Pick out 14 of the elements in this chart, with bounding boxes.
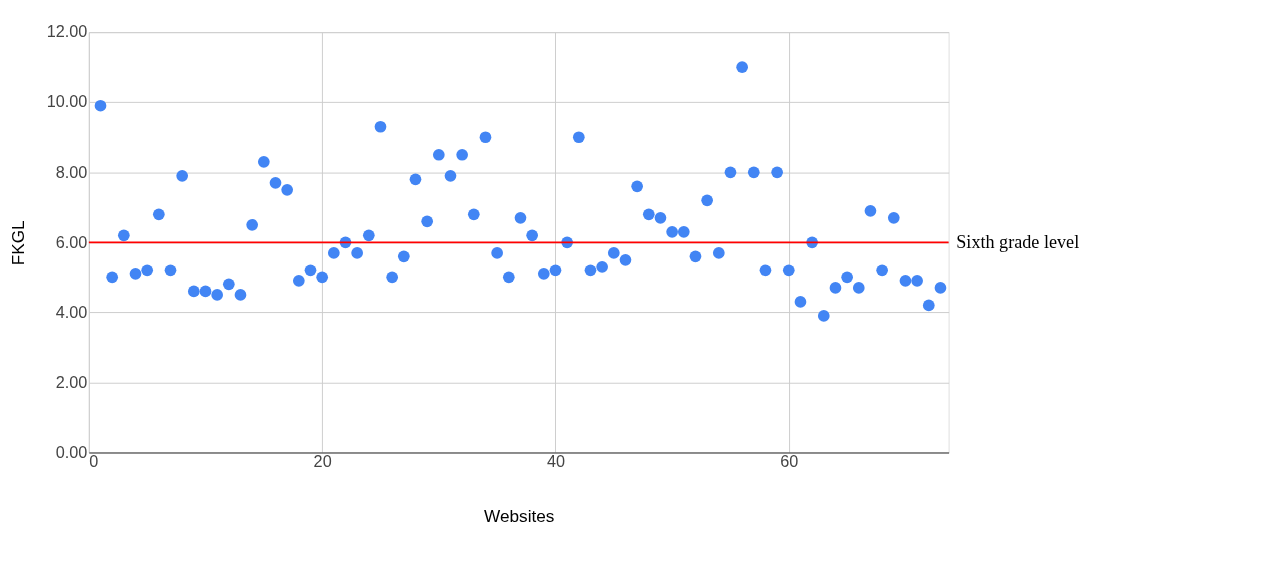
- x-tick-label: 0: [89, 452, 99, 471]
- ref-line-label: Sixth grade level: [956, 232, 1080, 253]
- y-tick-label: 8.00: [55, 162, 88, 181]
- y-tick-label: 2.00: [55, 372, 88, 391]
- x-tick-label: 20: [313, 452, 332, 471]
- y-tick-label: 12.00: [46, 22, 88, 41]
- y-tick-label: 10.00: [46, 92, 88, 111]
- y-tick-label: 4.00: [55, 302, 88, 321]
- y-tick-label: 0.00: [55, 442, 88, 461]
- y-axis-title: FKGL: [7, 220, 28, 266]
- x-tick-label: 40: [546, 452, 565, 471]
- x-axis-title: Websites: [484, 505, 555, 526]
- y-tick-label: 6.00: [55, 232, 88, 251]
- x-tick-label: 60: [780, 452, 799, 471]
